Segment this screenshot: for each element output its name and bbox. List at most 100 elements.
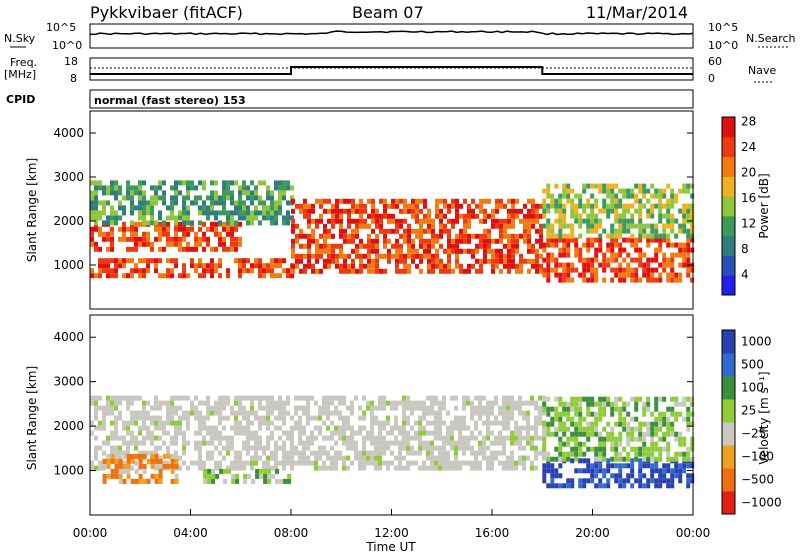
heat-cell — [594, 183, 599, 189]
heat-cell — [174, 241, 178, 247]
heat-cell — [570, 203, 575, 209]
heat-cell — [379, 223, 383, 229]
heat-cell — [594, 218, 599, 224]
heat-cell — [542, 446, 547, 452]
heat-cell — [598, 188, 603, 194]
heat-cell — [686, 247, 691, 253]
heat-cell — [94, 400, 98, 406]
heat-cell — [594, 456, 599, 462]
heat-cell — [270, 435, 274, 441]
heat-cell — [134, 231, 138, 237]
heat-cell — [654, 456, 659, 462]
heat-cell — [138, 395, 142, 401]
heat-cell — [558, 416, 563, 422]
heat-cell — [638, 277, 643, 283]
heat-cell — [114, 190, 118, 196]
heat-cell — [578, 441, 583, 447]
colorbar-swatch — [722, 176, 735, 197]
heat-cell — [262, 263, 266, 269]
heat-cell — [118, 200, 122, 206]
heat-cell — [371, 268, 375, 274]
heat-cell — [118, 400, 122, 406]
colorbar-tick-label: 25 — [741, 404, 756, 418]
heat-cell — [542, 406, 547, 412]
heat-cell — [311, 203, 315, 209]
heat-cell — [338, 410, 342, 416]
heat-cell — [574, 396, 579, 402]
heat-cell — [670, 421, 675, 427]
heat-cell — [215, 473, 220, 479]
heat-cell — [350, 460, 354, 466]
heat-cell — [254, 210, 258, 216]
heat-cell — [443, 198, 447, 204]
freq-label: Freq. — [10, 56, 37, 69]
heat-cell — [610, 463, 615, 469]
heat-cell — [234, 395, 238, 401]
heat-cell — [491, 238, 495, 244]
heat-cell — [638, 252, 643, 258]
colorbar-swatch — [722, 136, 735, 158]
heat-cell — [570, 198, 575, 204]
heat-cell — [218, 231, 222, 237]
heat-cell — [295, 233, 299, 239]
heat-cell — [450, 430, 454, 436]
heat-cell — [423, 248, 427, 254]
heat-cell — [266, 440, 270, 446]
heat-cell — [170, 405, 174, 411]
heat-cell — [646, 237, 651, 243]
heat-cell — [542, 463, 547, 469]
heat-cell — [367, 243, 371, 249]
heat-cell — [474, 410, 478, 416]
heat-cell — [578, 203, 583, 209]
heat-cell — [626, 188, 631, 194]
heat-cell — [399, 258, 403, 264]
heat-cell — [654, 223, 659, 229]
heat-cell — [467, 218, 471, 224]
heat-cell — [455, 198, 459, 204]
heat-cell — [482, 445, 486, 451]
heat-cell — [206, 395, 210, 401]
heat-cell — [146, 236, 150, 242]
heat-cell — [598, 468, 603, 474]
heat-cell — [134, 410, 138, 416]
heat-cell — [126, 273, 130, 279]
heat-cell — [486, 445, 490, 451]
heat-cell — [122, 478, 127, 484]
heat-cell — [235, 473, 240, 479]
heat-cell — [554, 483, 559, 489]
heat-cell — [202, 460, 206, 466]
heat-cell — [170, 410, 174, 416]
heat-cell — [322, 400, 326, 406]
heat-cell — [266, 435, 270, 441]
heat-cell — [118, 458, 123, 464]
heat-cell — [383, 238, 387, 244]
heat-cell — [658, 436, 663, 442]
heat-cell — [238, 241, 242, 247]
heat-cell — [690, 208, 695, 214]
heat-cell — [491, 213, 495, 219]
heat-cell — [234, 450, 238, 456]
heat-cell — [662, 223, 667, 229]
heat-cell — [186, 246, 190, 252]
heat-cell — [666, 203, 671, 209]
heat-cell — [658, 456, 663, 462]
heat-cell — [226, 231, 230, 237]
heat-cell — [106, 463, 111, 469]
heat-cell — [674, 463, 679, 469]
heat-cell — [574, 203, 579, 209]
heat-cell — [415, 208, 419, 214]
heat-cell — [214, 425, 218, 431]
heat-cell — [218, 410, 222, 416]
heat-cell — [230, 405, 234, 411]
heat-cell — [126, 190, 130, 196]
heat-cell — [630, 203, 635, 209]
heat-cell — [550, 223, 555, 229]
heat-cell — [367, 233, 371, 239]
colorbar-tick-label: 12 — [741, 216, 756, 230]
heat-cell — [134, 445, 138, 451]
heat-cell — [566, 193, 571, 199]
heat-cell — [303, 263, 307, 269]
heat-cell — [406, 445, 410, 451]
heat-cell — [315, 223, 319, 229]
heat-cell — [431, 268, 435, 274]
